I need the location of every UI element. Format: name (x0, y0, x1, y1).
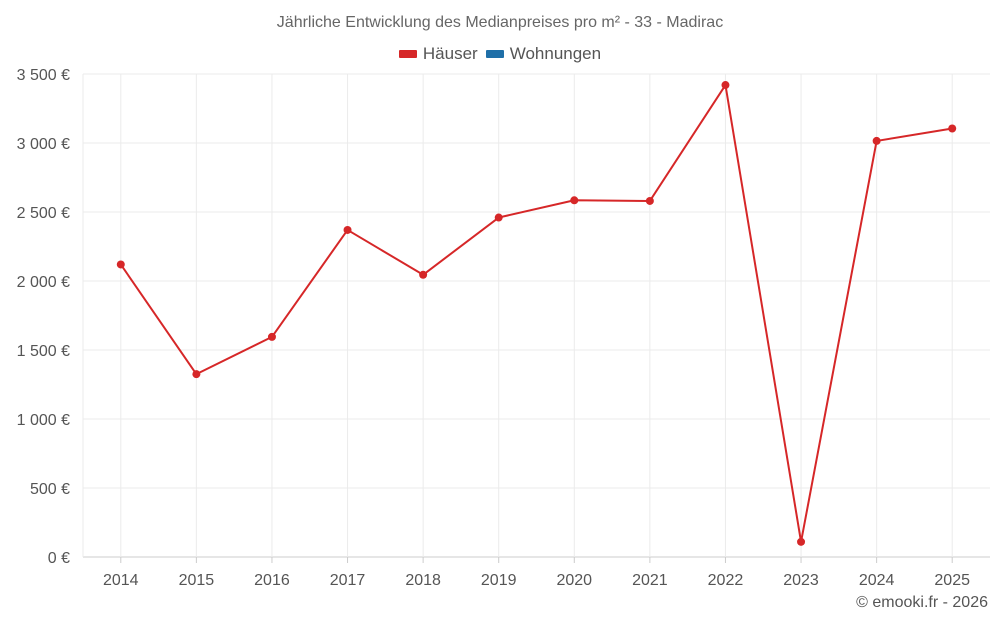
series-line-0 (119, 84, 953, 543)
data-point (116, 260, 125, 269)
data-point (797, 537, 806, 546)
y-tick-label: 0 € (48, 550, 70, 567)
y-tick-label: 2 500 € (17, 205, 70, 222)
y-tick-label: 500 € (30, 481, 70, 498)
data-point (570, 196, 579, 205)
x-tick-label: 2015 (179, 572, 215, 589)
legend-label-haeuser: Häuser (422, 44, 478, 63)
data-point (192, 370, 201, 379)
y-tick-label: 3 000 € (17, 136, 70, 153)
y-tick-label: 3 500 € (17, 67, 70, 84)
x-tick-label: 2017 (330, 572, 366, 589)
data-point (721, 81, 730, 90)
x-tick-label: 2014 (103, 572, 139, 589)
x-tick-label: 2024 (859, 572, 895, 589)
chart-title: Jährliche Entwicklung des Medianpreises … (276, 14, 724, 31)
x-tick-label: 2019 (481, 572, 517, 589)
copyright-text: © emooki.fr - 2026 (856, 594, 988, 611)
y-tick-label: 1 000 € (17, 412, 70, 429)
data-point (948, 124, 957, 133)
x-tick-label: 2018 (405, 572, 441, 589)
x-tick-label: 2022 (708, 572, 744, 589)
data-point (419, 270, 428, 279)
data-point (645, 196, 654, 205)
legend-swatch-wohnungen (485, 50, 504, 58)
legend-swatch-haeuser (398, 50, 417, 58)
data-point (343, 225, 352, 234)
y-tick-label: 1 500 € (17, 343, 70, 360)
legend-label-wohnungen: Wohnungen (509, 44, 602, 63)
chart-legend: Häuser Wohnungen (0, 44, 1000, 64)
data-point (267, 332, 276, 341)
legend-item-haeuser[interactable]: Häuser (398, 44, 478, 64)
y-tick-label: 2 000 € (17, 274, 70, 291)
legend-item-wohnungen[interactable]: Wohnungen (485, 44, 602, 64)
data-point (494, 213, 503, 222)
x-tick-label: 2016 (254, 572, 290, 589)
data-point (872, 136, 881, 145)
x-tick-label: 2023 (783, 572, 819, 589)
x-tick-label: 2020 (556, 572, 592, 589)
x-tick-label: 2021 (632, 572, 668, 589)
x-tick-label: 2025 (934, 572, 970, 589)
